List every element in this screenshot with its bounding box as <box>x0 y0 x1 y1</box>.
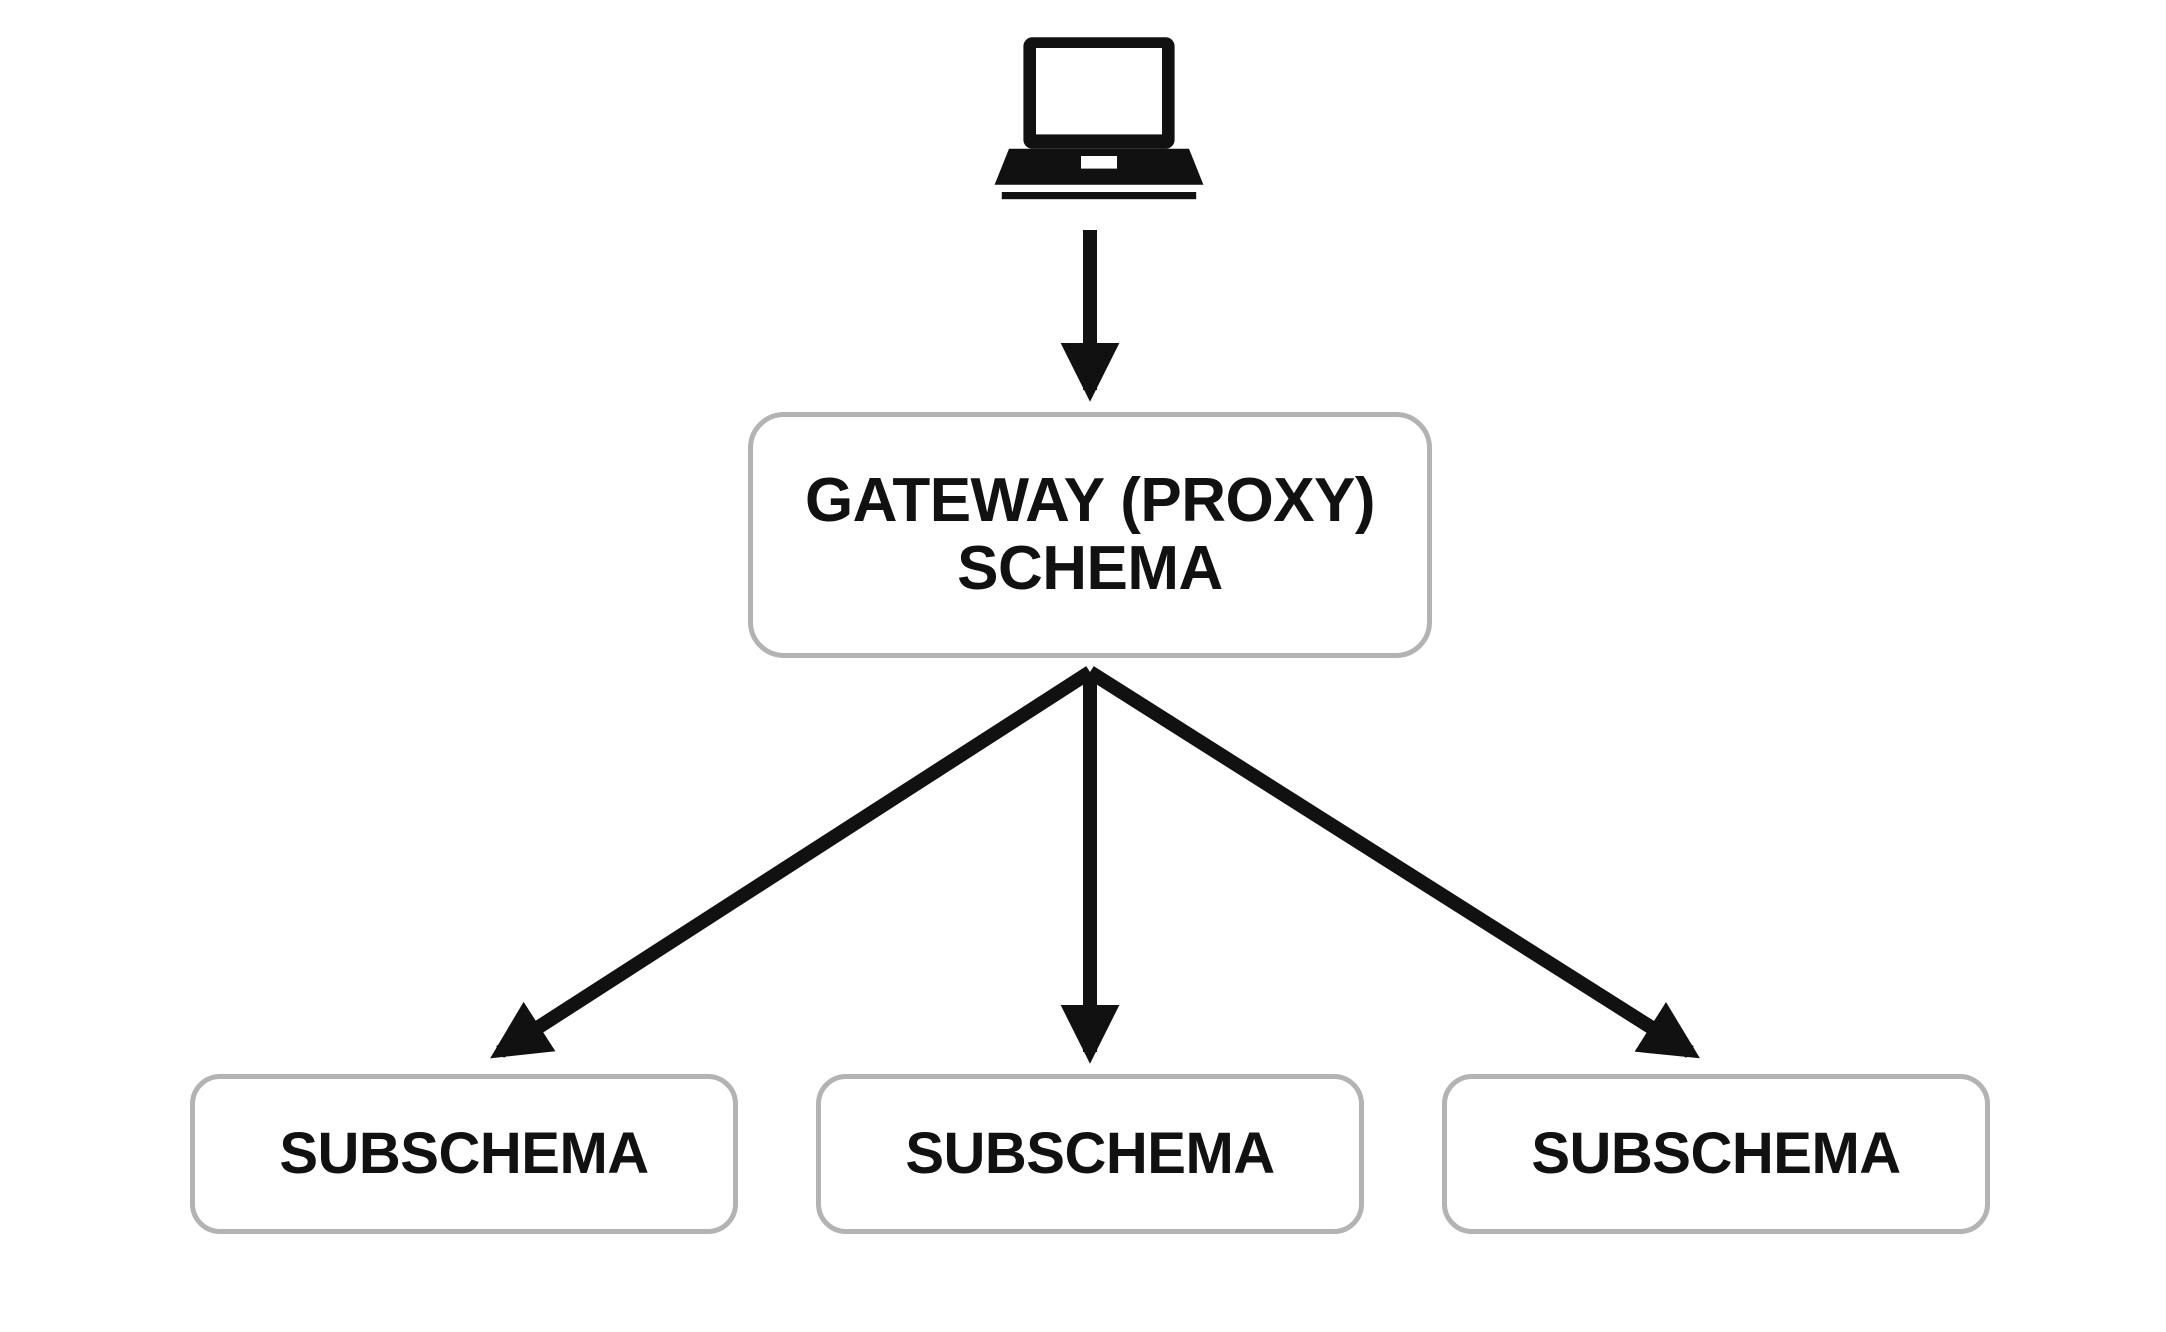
node-sub2-label: SUBSCHEMA <box>905 1122 1274 1186</box>
node-sub2: SUBSCHEMA <box>816 1074 1364 1234</box>
node-sub1: SUBSCHEMA <box>190 1074 738 1234</box>
laptop-icon-svg <box>984 30 1214 210</box>
node-sub3-label: SUBSCHEMA <box>1531 1122 1900 1186</box>
edge-gateway-to-sub3 <box>1090 672 1690 1052</box>
edge-gateway-to-sub1 <box>500 672 1090 1052</box>
node-gateway-label: GATEWAY (PROXY) SCHEMA <box>805 467 1375 603</box>
node-sub3: SUBSCHEMA <box>1442 1074 1990 1234</box>
laptop-icon <box>984 30 1214 210</box>
node-gateway: GATEWAY (PROXY) SCHEMA <box>748 412 1432 658</box>
node-sub1-label: SUBSCHEMA <box>279 1122 648 1186</box>
diagram-canvas: GATEWAY (PROXY) SCHEMA SUBSCHEMA SUBSCHEMA… <box>0 0 2166 1332</box>
